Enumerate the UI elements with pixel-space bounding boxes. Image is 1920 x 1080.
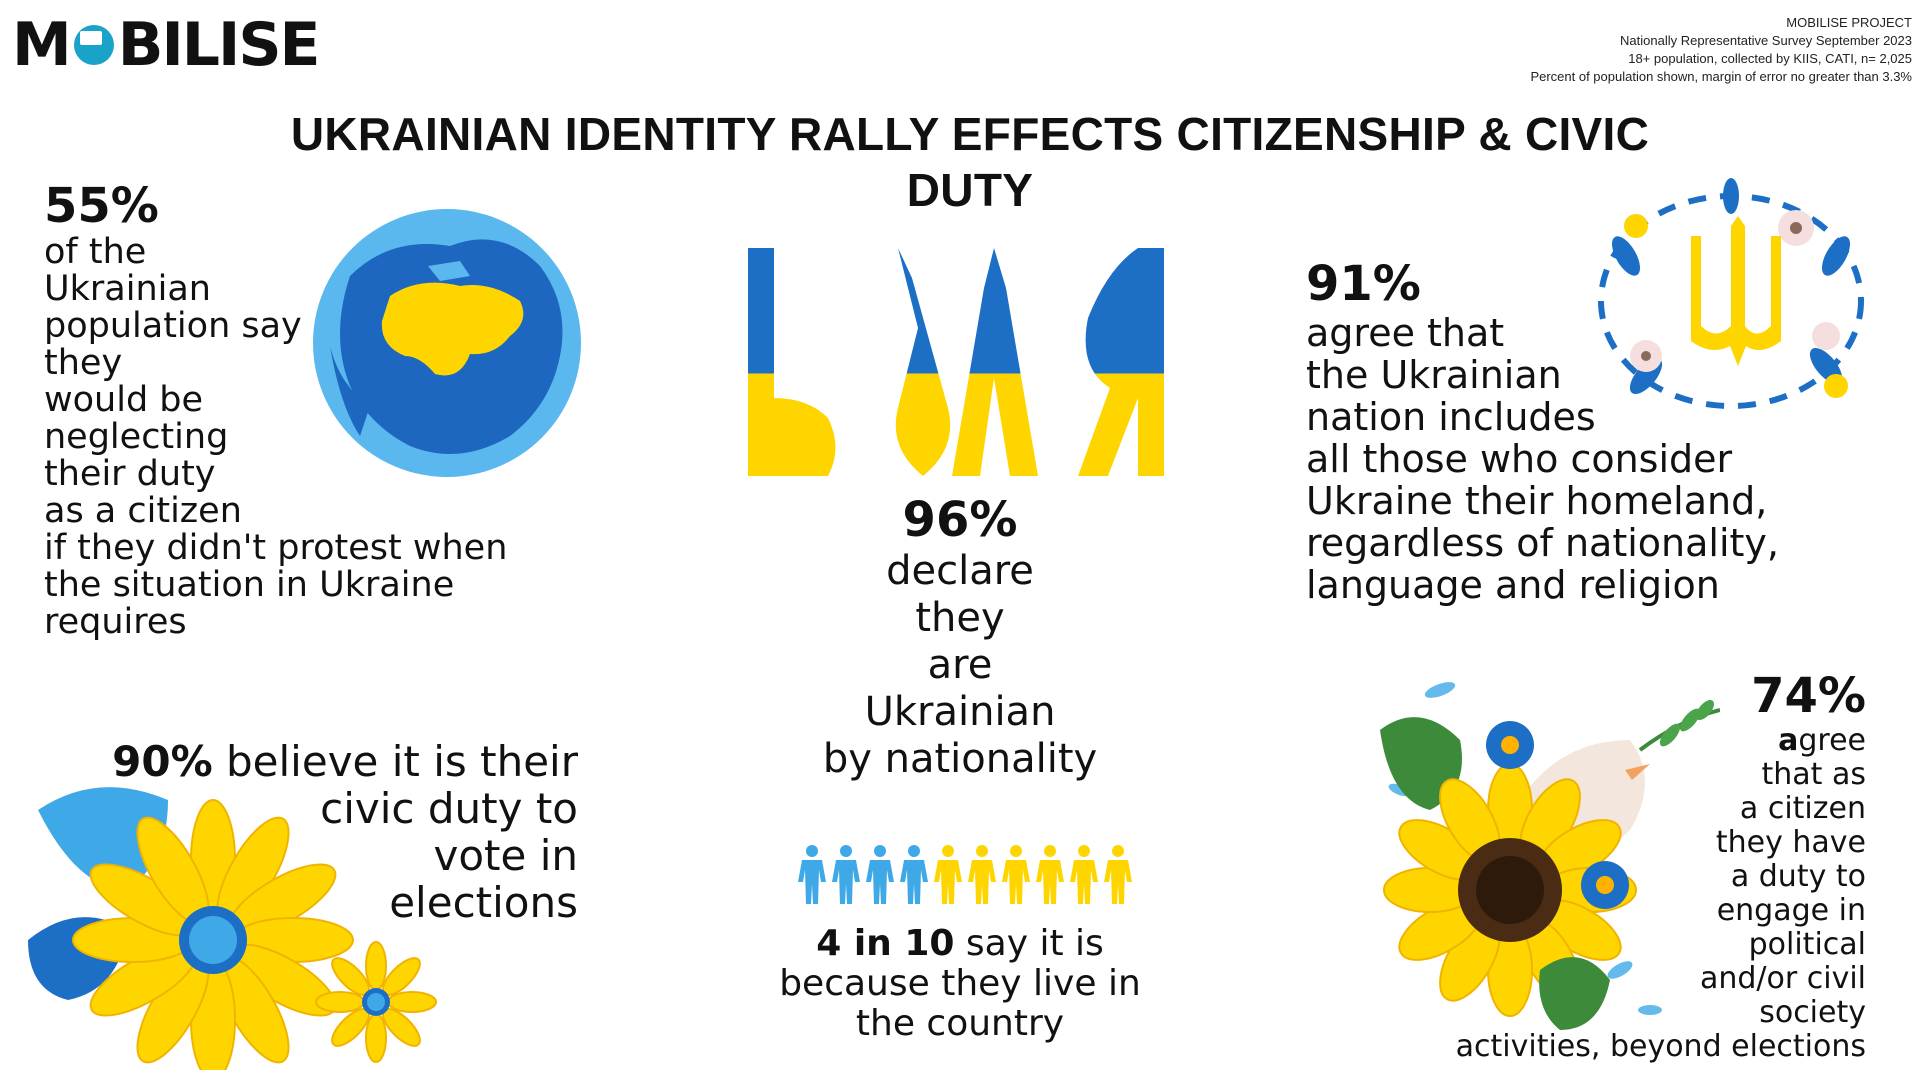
meta-line: Percent of population shown, margin of e… — [1530, 69, 1912, 84]
text-line: agree that — [1306, 311, 1505, 355]
text-line: if they didn't protest when — [44, 528, 508, 568]
text-line: Ukrainian — [44, 269, 211, 309]
stat-74-first-letter: a — [1778, 723, 1799, 758]
text-line: language and religion — [1306, 563, 1720, 607]
person-icon — [1070, 845, 1098, 904]
title-line: UKRAINIAN IDENTITY RALLY EFFECTS CITIZEN… — [290, 108, 1650, 160]
text-line: requires — [44, 602, 187, 642]
text-line: would be — [44, 380, 204, 420]
person-icon — [968, 845, 996, 904]
text-line: society — [1759, 995, 1866, 1030]
person-icon — [934, 845, 962, 904]
text-line: they have — [1715, 825, 1866, 860]
stat-90-block: 90% believe it is their civic duty to vo… — [0, 738, 578, 926]
logo-text-right: BILISE — [117, 10, 321, 80]
title-line: DUTY — [906, 164, 1034, 216]
text-line: 4 in 10 say it is — [760, 924, 1160, 964]
text-line: nation includes — [1306, 395, 1596, 439]
text-line: Ukrainian — [864, 689, 1056, 735]
globe-ukraine-icon — [313, 209, 581, 477]
mobilise-logo: M BILISE — [12, 10, 321, 80]
people-icon — [798, 845, 1132, 904]
text-line: they — [915, 595, 1005, 641]
stat-74-value: 74% — [1751, 668, 1866, 724]
meta-line: MOBILISE PROJECT — [1786, 15, 1912, 30]
text-line: because they live in — [779, 963, 1141, 1004]
text-line: the country — [855, 1003, 1065, 1044]
stat-4in10-block: 4 in 10 say it is because they live in t… — [760, 924, 1160, 1044]
text-line: neglecting — [44, 417, 229, 457]
person-icon — [798, 845, 826, 904]
text-line: civic duty to — [320, 784, 578, 833]
text-line: 90% believe it is their — [0, 738, 578, 785]
stat-74-block: 74% agree that as a citizen they have a … — [1306, 668, 1866, 1064]
stat-90-value: 90% — [112, 737, 213, 786]
text-line: that as — [1761, 757, 1866, 792]
stat-96-value: 96% — [902, 492, 1018, 548]
text-line: and/or civil — [1699, 961, 1866, 996]
stat-96-block: 96% declare they are Ukrainian by nation… — [780, 492, 1140, 783]
text-line: their duty — [44, 454, 216, 494]
text-fragment: say it is — [965, 923, 1104, 964]
logo-globe-icon — [73, 25, 114, 65]
sunflowers-icon — [28, 787, 437, 1070]
text-fragment: gree — [1798, 723, 1866, 758]
stat-74-text: agree that as a citizen they have a duty… — [1306, 724, 1866, 1064]
text-line: political — [1748, 927, 1866, 962]
stat-55-block: 55% of the Ukrainian population say they… — [44, 178, 507, 641]
stat-55-value: 55% — [44, 178, 159, 234]
text-fragment: believe it is their — [226, 737, 578, 786]
person-icon — [900, 845, 928, 904]
person-icon — [1104, 845, 1132, 904]
meta-line: Nationally Representative Survey Septemb… — [1620, 33, 1912, 48]
stat-91-block: 91% agree that the Ukrainian nation incl… — [1306, 256, 1779, 606]
survey-meta: MOBILISE PROJECT Nationally Representati… — [1530, 14, 1912, 86]
stat-4in10-value: 4 in 10 — [816, 923, 955, 964]
text-line: as a citizen — [44, 491, 242, 531]
person-icon — [1036, 845, 1064, 904]
text-line: are — [927, 642, 993, 688]
person-icon — [1002, 845, 1030, 904]
meta-line: 18+ population, collected by KIIS, CATI,… — [1628, 51, 1912, 66]
text-line: they — [44, 343, 123, 383]
text-line: the Ukrainian — [1306, 353, 1562, 397]
text-line: of the — [44, 232, 147, 272]
text-line: Ukraine their homeland, — [1306, 479, 1768, 523]
text-line: population say — [44, 306, 302, 346]
stat-55-text: of the Ukrainian population say they wou… — [44, 234, 507, 641]
volya-lettering-icon — [748, 248, 1164, 476]
text-line: elections — [389, 878, 578, 927]
text-line: agree — [1306, 724, 1866, 758]
text-line: all those who consider — [1306, 437, 1733, 481]
logo-text-left: M — [12, 10, 72, 80]
text-line: by nationality — [822, 736, 1098, 782]
text-line: a citizen — [1739, 791, 1866, 826]
stat-96-text: declare they are Ukrainian by nationalit… — [780, 548, 1140, 783]
person-icon — [866, 845, 894, 904]
text-line: a duty to — [1730, 859, 1866, 894]
person-icon — [832, 845, 860, 904]
text-line: the situation in Ukraine — [44, 565, 455, 605]
text-line: regardless of nationality, — [1306, 521, 1779, 565]
dove-sunflower-icon — [1380, 682, 1720, 1030]
text-line: vote in — [433, 831, 579, 880]
stat-91-value: 91% — [1306, 256, 1421, 312]
stat-91-text: agree that the Ukrainian nation includes… — [1306, 312, 1779, 606]
page-title: UKRAINIAN IDENTITY RALLY EFFECTS CITIZEN… — [0, 106, 1920, 218]
text-line: engage in — [1716, 893, 1866, 928]
text-line: activities, beyond elections — [1455, 1029, 1866, 1064]
text-line: declare — [886, 548, 1034, 594]
trident-wreath-icon — [1598, 178, 1864, 409]
